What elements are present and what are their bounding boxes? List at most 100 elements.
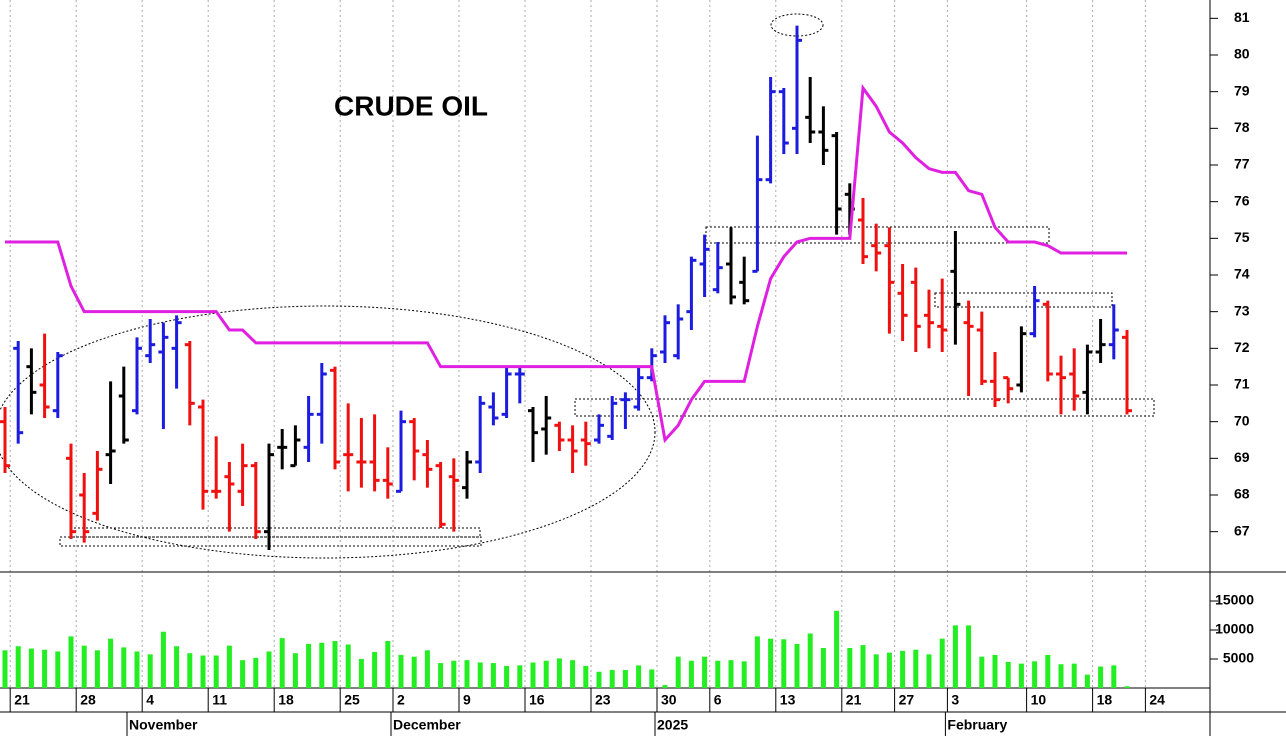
volume-bar: [952, 625, 958, 688]
volume-bar: [253, 657, 259, 688]
volume-bar: [886, 652, 892, 688]
chart-title: CRUDE OIL: [334, 90, 488, 121]
x-tick-label: 2: [397, 692, 405, 708]
x-tick-label: 25: [344, 692, 360, 708]
volume-bar: [187, 653, 193, 688]
month-label: 2025: [657, 717, 688, 733]
y-tick-label: 72: [1234, 339, 1250, 355]
x-tick-label: 21: [846, 692, 862, 708]
volume-bar: [464, 660, 470, 688]
volume-bar: [504, 665, 510, 688]
volume-bar: [570, 660, 576, 688]
volume-bar: [675, 656, 681, 688]
volume-bar: [517, 665, 523, 688]
volume-bar: [649, 669, 655, 688]
volume-bar: [966, 625, 972, 688]
volume-bar: [583, 665, 589, 688]
x-tick-label: 16: [529, 692, 545, 708]
volume-bar: [81, 645, 87, 688]
volume-bar: [543, 660, 549, 688]
volume-bar: [68, 636, 74, 688]
volume-bar: [609, 670, 615, 688]
volume-bar: [847, 647, 853, 688]
volume-bar: [900, 650, 906, 688]
y-tick-label: 71: [1234, 376, 1250, 392]
volume-bar: [266, 651, 272, 688]
y-tick-label: 77: [1234, 156, 1250, 172]
y-tick-label: 69: [1234, 449, 1250, 465]
volume-bar: [688, 660, 694, 688]
x-tick-label: 18: [1097, 692, 1113, 708]
volume-bar: [55, 651, 61, 688]
volume-bar: [279, 638, 285, 688]
volume-bar: [860, 645, 866, 688]
volume-bar: [1045, 654, 1051, 688]
volume-bar: [385, 641, 391, 688]
annotation-ellipse: [0, 305, 656, 559]
x-tick-label: 23: [595, 692, 611, 708]
y-tick-label: 15000: [1215, 592, 1254, 608]
volume-bar: [794, 643, 800, 688]
volume-bar: [1124, 686, 1130, 688]
x-tick-label: 11: [212, 692, 227, 708]
x-tick-label: 6: [714, 692, 722, 708]
volume-bar: [240, 660, 246, 688]
volume-bar: [358, 659, 364, 688]
volume-bar: [913, 649, 919, 688]
volume-bar: [134, 651, 140, 688]
y-tick-label: 80: [1234, 46, 1250, 62]
volume-bar: [372, 652, 378, 688]
volume-bar: [411, 656, 417, 688]
volume-bar: [939, 638, 945, 688]
x-tick-label: 9: [463, 692, 471, 708]
y-tick-label: 75: [1234, 229, 1250, 245]
y-tick-label: 70: [1234, 412, 1250, 428]
volume-bar: [28, 648, 34, 688]
volume-bar: [781, 639, 787, 688]
volume-bar: [226, 645, 232, 688]
volume-bar: [424, 650, 430, 688]
annotation-box: [934, 292, 1113, 308]
volume-bar: [596, 671, 602, 688]
volume-bar: [622, 670, 628, 688]
x-tick-label: 18: [278, 692, 294, 708]
volume-bar: [1005, 661, 1011, 688]
volume-bar: [754, 636, 760, 688]
volume-bar: [979, 656, 985, 688]
volume-bar: [820, 647, 826, 688]
volume-bar: [2, 650, 8, 688]
month-label: February: [947, 717, 1007, 733]
volume-bar: [147, 654, 153, 688]
volume-bar: [741, 661, 747, 688]
volume-bar: [42, 649, 48, 688]
y-tick-label: 67: [1234, 522, 1250, 538]
volume-bar: [332, 641, 338, 688]
volume-bar: [926, 654, 932, 688]
y-tick-label: 5000: [1223, 650, 1254, 666]
volume-bar: [306, 643, 312, 688]
volume-bar: [108, 638, 114, 688]
y-tick-label: 10000: [1215, 621, 1254, 637]
volume-bar: [992, 654, 998, 688]
y-tick-label: 79: [1234, 82, 1250, 98]
stop-line: [5, 83, 1127, 444]
volume-bar: [398, 654, 404, 688]
volume-bar: [174, 646, 180, 688]
x-tick-label: 3: [951, 692, 959, 708]
volume-bar: [292, 653, 298, 688]
y-tick-label: 74: [1234, 266, 1250, 282]
volume-bar: [451, 660, 457, 688]
x-tick-label: 10: [1031, 692, 1047, 708]
volume-bar: [1111, 665, 1117, 688]
x-tick-label: 24: [1149, 692, 1165, 708]
volume-bar: [160, 631, 166, 688]
y-tick-label: 78: [1234, 119, 1250, 135]
volume-bar: [490, 663, 496, 688]
x-tick-label: 30: [661, 692, 677, 708]
volume-bar: [213, 655, 219, 688]
volume-bar: [94, 650, 100, 688]
volume-bar: [530, 662, 536, 688]
month-label: December: [393, 717, 461, 733]
y-tick-label: 76: [1234, 192, 1250, 208]
